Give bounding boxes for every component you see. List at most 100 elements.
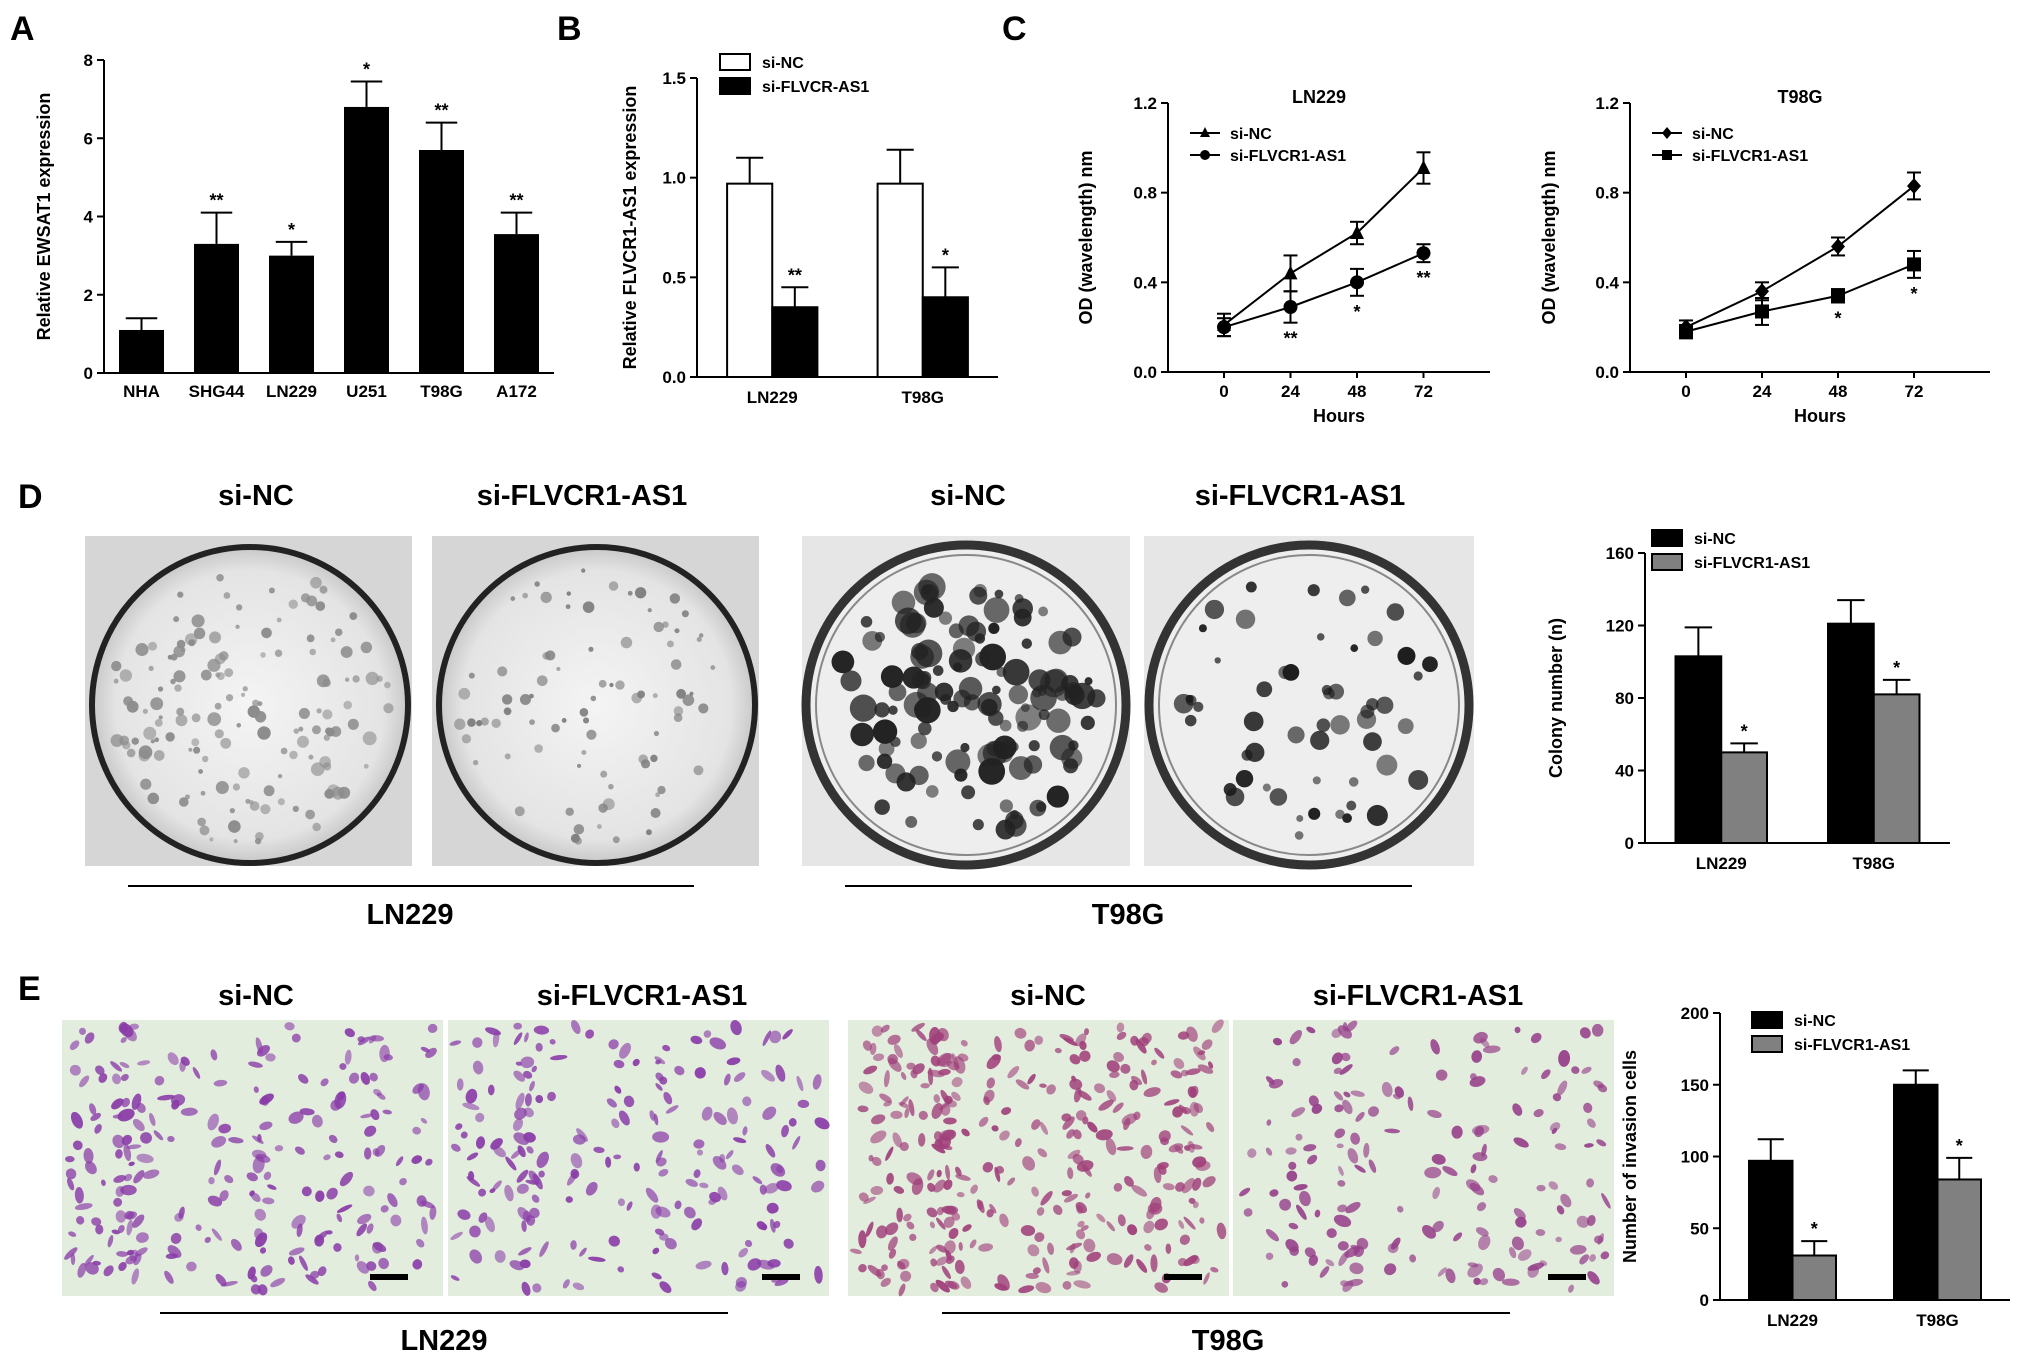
stained-cell [520, 1056, 535, 1069]
stained-cell [1326, 1228, 1337, 1239]
stained-cell [1082, 1116, 1089, 1125]
stained-cell [65, 1168, 77, 1180]
colony [319, 756, 331, 768]
stained-cell [858, 1192, 869, 1202]
colony [992, 685, 1001, 695]
d-cell-line-t98g: T98G [1092, 899, 1165, 931]
stained-cell [956, 1192, 965, 1198]
colony [1087, 689, 1106, 708]
colony [1084, 677, 1093, 686]
stained-cell [1334, 1104, 1344, 1113]
stained-cell [91, 1217, 102, 1226]
stained-cell [957, 1053, 969, 1062]
stained-cell [982, 1161, 994, 1173]
colony [153, 750, 165, 761]
stained-cell [215, 1273, 227, 1287]
stained-cell [1075, 1201, 1088, 1214]
colony [627, 590, 633, 596]
stained-cell [523, 1070, 533, 1079]
stained-cell [1596, 1139, 1607, 1147]
y-axis-label: Relative EWSAT1 expression [34, 93, 54, 341]
stained-cell [320, 1078, 329, 1087]
x-tick-label: T98G [1916, 1311, 1959, 1330]
colony [923, 597, 944, 618]
colony [849, 694, 878, 722]
colony [1245, 742, 1265, 762]
bar [1936, 1178, 1982, 1301]
stained-cell [167, 1052, 179, 1066]
stained-cell [674, 1200, 682, 1210]
stained-cell [875, 1268, 885, 1280]
legend-swatch [1751, 1035, 1783, 1053]
stained-cell [1325, 1259, 1335, 1267]
stained-cell [945, 1164, 951, 1180]
stained-cell [490, 1138, 503, 1150]
stained-cell [117, 1225, 125, 1233]
stained-cell [356, 1261, 370, 1274]
colony [308, 754, 314, 760]
colony [458, 687, 471, 700]
stained-cell [1265, 1252, 1274, 1260]
stained-cell [941, 1205, 957, 1214]
stained-cell [1409, 1254, 1417, 1263]
chart-e-invasion-cells: 0 50 100 150 200 Number of invasion cells * LN2… [1620, 1004, 2010, 1330]
colony [573, 824, 585, 835]
colony [1346, 800, 1357, 811]
y-tick-label: 0 [84, 364, 93, 383]
colony [167, 654, 173, 660]
stained-cell [192, 1067, 201, 1079]
colony [277, 773, 283, 779]
stained-cell [157, 1094, 175, 1101]
stained-cell [941, 1265, 951, 1280]
stained-cell [120, 1037, 127, 1044]
colony [994, 589, 1004, 599]
stained-cell [1266, 1119, 1272, 1126]
stained-cell [213, 1079, 228, 1087]
stained-cell [1336, 1143, 1344, 1149]
stained-cell [937, 1068, 951, 1076]
stained-cell [1127, 1224, 1138, 1236]
stained-cell [363, 1185, 375, 1197]
stained-cell [1478, 1234, 1491, 1251]
colony [958, 676, 983, 701]
colony [154, 737, 160, 743]
chart-title: T98G [1777, 87, 1822, 107]
stained-cell [1138, 1037, 1149, 1047]
stained-cell [699, 1182, 709, 1189]
colony [215, 672, 221, 678]
stained-cell [1059, 1034, 1074, 1042]
colony [681, 610, 689, 618]
stained-cell [167, 1135, 175, 1143]
stained-cell [986, 1209, 994, 1218]
stained-cell [1435, 1069, 1448, 1081]
stained-cell [1407, 1096, 1414, 1111]
stained-cell [515, 1092, 525, 1110]
stained-cell [140, 1132, 152, 1144]
stained-cell [871, 1156, 882, 1167]
stained-cell [940, 1089, 950, 1105]
stained-cell [84, 1161, 97, 1175]
stained-cell [1340, 1052, 1351, 1062]
stained-cell [951, 1091, 961, 1101]
stained-cell [943, 1179, 953, 1190]
stained-cell [526, 1146, 534, 1154]
stained-cell [84, 1032, 95, 1044]
colony [996, 666, 1007, 678]
stained-cell [1511, 1236, 1524, 1251]
stained-cell [1208, 1061, 1214, 1069]
stained-cell [1350, 1132, 1360, 1145]
colony [693, 765, 704, 776]
stained-cell [1334, 1128, 1346, 1139]
stained-cell [1015, 1079, 1030, 1090]
d-col-label-4: si-FLVCR1-AS1 [1195, 480, 1406, 512]
stained-cell [180, 1107, 198, 1116]
stained-cell [1288, 1161, 1297, 1170]
stained-cell [870, 1130, 887, 1144]
stained-cell [871, 1114, 886, 1125]
stained-cell [588, 1256, 606, 1262]
colony [188, 747, 193, 752]
stained-cell [1289, 1030, 1302, 1045]
stained-cell [1569, 1244, 1587, 1255]
series-line [1685, 263, 1915, 333]
stained-cell [1467, 1262, 1479, 1268]
